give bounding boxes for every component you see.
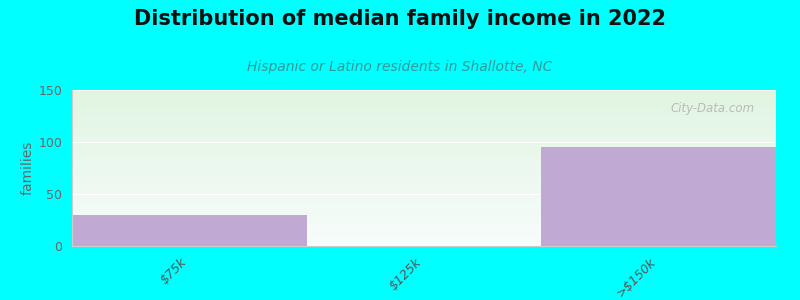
Y-axis label: families: families	[20, 141, 34, 195]
Bar	[542, 147, 776, 246]
Text: City-Data.com: City-Data.com	[670, 103, 755, 116]
Bar	[72, 215, 306, 246]
Text: Distribution of median family income in 2022: Distribution of median family income in …	[134, 9, 666, 29]
Text: Hispanic or Latino residents in Shallotte, NC: Hispanic or Latino residents in Shallott…	[247, 60, 553, 74]
